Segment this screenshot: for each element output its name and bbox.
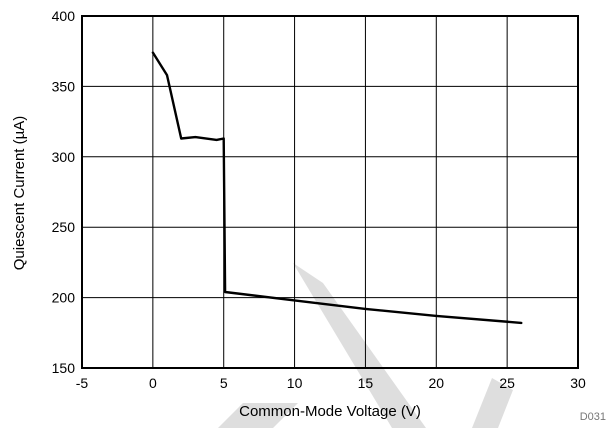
- y-tick-label: 250: [52, 219, 76, 235]
- x-tick-label: 5: [220, 375, 228, 391]
- y-axis-label: Quiescent Current (µA): [11, 116, 28, 271]
- plot-frame: [81, 15, 579, 369]
- figure-id: D031: [580, 411, 606, 423]
- x-tick-label: 0: [149, 375, 157, 391]
- watermark-stroke-tail: [472, 378, 513, 428]
- series-line-1: [151, 51, 523, 325]
- x-axis-label: Common-Mode Voltage (V): [239, 403, 421, 420]
- x-tick-label: 20: [428, 375, 444, 391]
- y-tick-label: 300: [52, 149, 76, 165]
- ticks: -5 0 5 10 15 20 25 30 150 200 250 300 350 400: [52, 8, 586, 391]
- y-tick-label: 350: [52, 78, 76, 94]
- series-layer: [151, 51, 523, 325]
- y-tick-label: 400: [52, 8, 76, 24]
- x-tick-label: -5: [76, 375, 89, 391]
- x-tick-label: 15: [358, 375, 374, 391]
- x-tick-label: 10: [287, 375, 303, 391]
- y-tick-label: 150: [52, 360, 76, 376]
- y-tick-label: 200: [52, 290, 76, 306]
- watermark-stroke-left: [218, 403, 298, 428]
- x-tick-label: 30: [570, 375, 586, 391]
- x-tick-label: 25: [499, 375, 515, 391]
